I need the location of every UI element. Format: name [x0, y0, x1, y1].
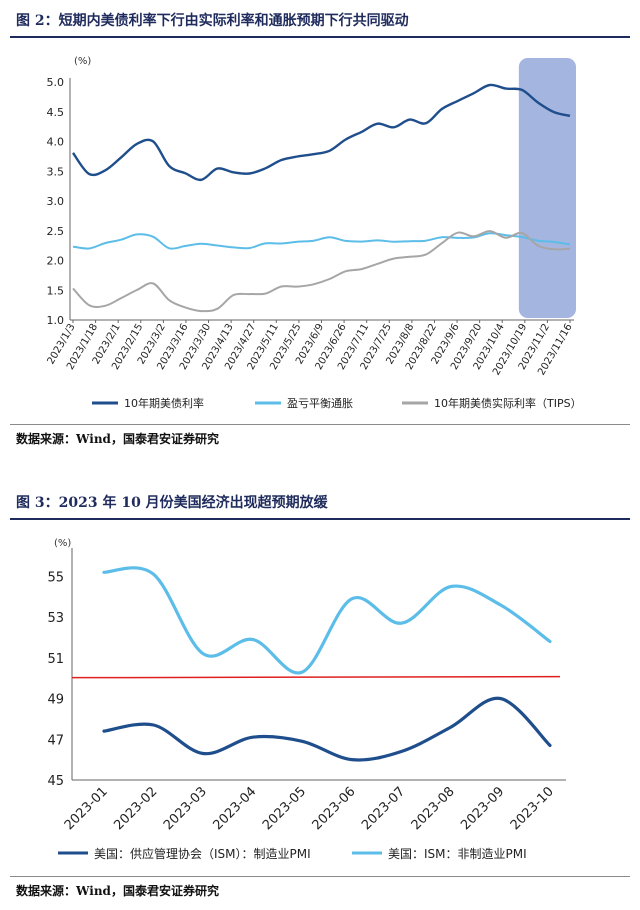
- series-line-2: [102, 566, 552, 675]
- series-line-2: [72, 232, 571, 250]
- y-tick-label: 3.5: [47, 165, 65, 178]
- y-tick-label: 5.0: [47, 76, 65, 89]
- figure3-title-rule: [10, 518, 630, 520]
- reference-line: [71, 675, 561, 679]
- x-tick-label: 2023-08: [409, 784, 458, 833]
- series-line-1: [72, 83, 571, 182]
- legend-label-2: 盈亏平衡通胀: [287, 397, 353, 410]
- x-tick-label: 2023-04: [210, 784, 259, 833]
- y-tick-label: 53: [47, 611, 64, 626]
- x-tick-label: 2023-10: [508, 784, 557, 833]
- x-tick-label: 2023-03: [161, 784, 210, 833]
- y-tick-label: 49: [47, 693, 64, 708]
- x-tick-label: 2023-09: [458, 784, 507, 833]
- y-tick-label: 4.0: [47, 136, 65, 149]
- y-tick-label: 51: [47, 652, 64, 667]
- figure3-source: 数据来源：Wind，国泰君安证券研究: [16, 884, 219, 898]
- x-tick-label: 2023-01: [62, 784, 111, 833]
- figure3-title: 图 3：2023 年 10 月份美国经济出现超预期放缓: [16, 495, 328, 511]
- y-tick-label: 47: [47, 733, 64, 748]
- y-tick-label: 3.0: [47, 195, 65, 208]
- y-tick-label: 55: [47, 570, 64, 585]
- figure2-title-rule: [10, 36, 630, 38]
- x-tick-label: 2023-06: [310, 784, 359, 833]
- y-unit-label: (%): [54, 538, 71, 549]
- y-tick-label: 1.5: [47, 284, 65, 297]
- legend-label-1: 10年期美债利率: [124, 396, 204, 410]
- x-tick-label: 2023-07: [359, 784, 408, 833]
- x-tick-label: 2023-02: [111, 784, 160, 833]
- highlight-box: [518, 58, 576, 318]
- series-line-1: [102, 696, 552, 762]
- figure2-source-rule: [10, 424, 630, 425]
- y-tick-label: 45: [47, 774, 64, 789]
- y-tick-label: 4.5: [47, 106, 65, 119]
- figure2-source: 数据来源：Wind，国泰君安证券研究: [16, 432, 219, 446]
- figure2-chart: (%)5.04.54.03.53.02.52.01.51.02023/1/320…: [46, 56, 582, 410]
- legend-label-2: 美国：ISM：非制造业PMI: [388, 847, 527, 861]
- figure2-title: 图 2：短期内美债利率下行由实际利率和通胀预期下行共同驱动: [16, 13, 409, 29]
- y-unit-label: (%): [74, 56, 91, 67]
- y-tick-label: 1.0: [47, 314, 65, 327]
- figure3-source-rule: [10, 876, 630, 877]
- series-line-3: [72, 230, 571, 313]
- legend-label-1: 美国：供应管理协会（ISM）：制造业PMI: [94, 846, 311, 861]
- legend-label-3: 10年期美债实际利率（TIPS）: [434, 396, 582, 410]
- x-tick-label: 2023-05: [260, 784, 309, 833]
- y-tick-label: 2.5: [47, 225, 65, 238]
- y-tick-label: 2.0: [47, 255, 65, 268]
